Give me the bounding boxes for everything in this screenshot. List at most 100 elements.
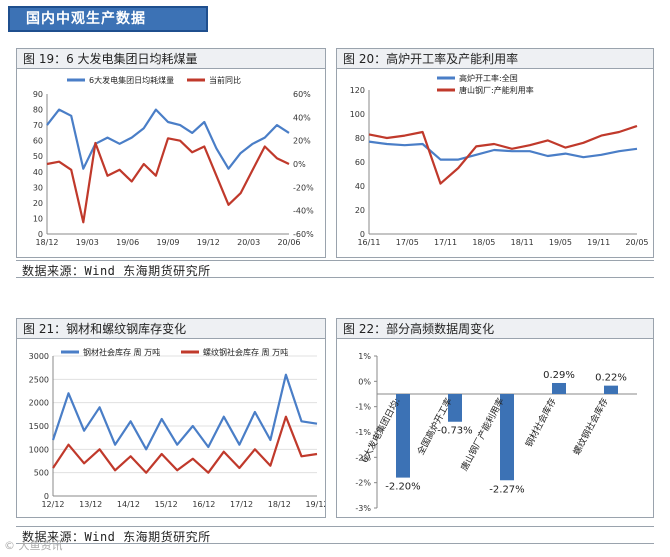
y-tick-label: 80 — [355, 134, 365, 143]
x-tick-label: 18/12 — [268, 500, 291, 509]
y-right-tick-label: 60% — [293, 90, 311, 99]
chart-title: 图 21：钢材和螺纹钢库存变化 — [17, 319, 325, 339]
x-tick-label: 19/11 — [587, 238, 610, 247]
chart-panel-inventory: 图 21：钢材和螺纹钢库存变化 0 500 1000 1500 2000 2500 3000… — [16, 318, 329, 518]
chart-panel-coal: 图 19：6 大发电集团日均耗煤量 0 10 20 30 40 50 60 70 80 90 -60… — [16, 48, 326, 258]
x-tick-label: 20/06 — [277, 238, 300, 247]
data-label: -2.27% — [489, 484, 524, 495]
y-right-tick-label: 0% — [293, 160, 306, 169]
category-label: 螺纹钢社会库存 — [570, 396, 610, 457]
section-header: 国内中观生产数据 — [8, 6, 208, 32]
source-divider — [16, 526, 654, 544]
data-label: 0.22% — [595, 373, 627, 384]
y-tick-label: 500 — [34, 469, 49, 478]
x-tick-label: 19/06 — [116, 238, 139, 247]
furnace-chart-svg: 0 20 40 60 80 100 120 16/11 17/05 17/11 18/05 18/11… — [350, 73, 649, 247]
x-tick-label: 19/03 — [76, 238, 99, 247]
series-line-2 — [52, 415, 318, 474]
y-tick-label: 1500 — [29, 422, 49, 431]
y-tick-label: 0 — [44, 492, 49, 501]
watermark-text: © 大鱼资讯 — [4, 539, 63, 552]
x-tick-label: 19/05 — [549, 238, 572, 247]
y-tick-label: 1% — [358, 352, 371, 361]
y-tick-label: 40 — [355, 182, 365, 191]
x-tick-label: 19/12 — [197, 238, 220, 247]
data-source: 数据来源：Wind 东海期货研究所 — [22, 528, 211, 545]
y-tick-label: -1% — [355, 428, 371, 437]
x-tick-label: 19/12 — [305, 500, 325, 509]
x-tick-label: 18/11 — [511, 238, 534, 247]
bar — [604, 385, 618, 394]
y-tick-label: -1% — [355, 403, 371, 412]
series-line-1 — [51, 373, 318, 451]
y-tick-label: 40 — [33, 168, 43, 177]
weekly-change-chart-svg: 1%0%-1%-1%-2%-2%-3%-2.20%6大发电集团日均: -0.73%… — [355, 352, 637, 513]
y-tick-label: 120 — [350, 86, 365, 95]
y-tick-label: -3% — [355, 504, 371, 513]
chart-title: 图 20：高炉开工率及产能利用率 — [337, 49, 653, 69]
section-title: 国内中观生产数据 — [26, 11, 146, 27]
data-label: -2.20% — [385, 482, 420, 493]
source-text: 数据来源：Wind 东海期货研究所 — [22, 264, 211, 278]
x-tick-label: 15/12 — [155, 500, 178, 509]
y-tick-label: 70 — [33, 121, 43, 130]
y-tick-label: 0% — [358, 377, 371, 386]
x-tick-label: 16/11 — [357, 238, 380, 247]
bar — [500, 394, 514, 481]
y-tick-label: 3000 — [29, 352, 49, 361]
legend-label: 钢材社会库存 周 万吨 — [83, 347, 160, 357]
series-line-2 — [368, 124, 638, 185]
series-line-1 — [46, 108, 290, 170]
legend-label: 高炉开工率:全国 — [459, 73, 518, 83]
y-tick-label: 0 — [38, 230, 43, 239]
y-right-tick-label: -20% — [293, 183, 314, 192]
x-tick-label: 12/12 — [41, 500, 64, 509]
y-tick-label: 0 — [360, 230, 365, 239]
y-right-tick-label: 20% — [293, 137, 311, 146]
y-tick-label: 1000 — [29, 445, 49, 454]
x-tick-label: 17/05 — [396, 238, 419, 247]
chart-panel-weekly-change: 图 22：部分高频数据周变化 1% 0% -1% -1% -2% -2% -3% -2.20%… — [336, 318, 654, 518]
x-tick-label: 14/12 — [117, 500, 140, 509]
x-tick-label: 16/12 — [192, 500, 215, 509]
legend-label: 唐山钢厂:产能利用率 — [459, 85, 534, 95]
x-tick-label: 20/03 — [237, 238, 260, 247]
bar — [552, 382, 566, 394]
x-tick-label: 13/12 — [79, 500, 102, 509]
source-divider — [16, 260, 654, 278]
y-tick-label: 60 — [33, 137, 43, 146]
y-tick-label: 20 — [355, 206, 365, 215]
inventory-chart-svg: 0 500 1000 1500 2000 2500 3000 12/12 13/12 14/12 1… — [29, 347, 329, 509]
legend-label: 6大发电集团日均耗煤量 — [89, 75, 174, 85]
chart-panel-blast-furnace: 图 20：高炉开工率及产能利用率 0 20 40 60 80 100 120 16/11 17/… — [336, 48, 654, 258]
series-line-2 — [46, 137, 290, 224]
watermark: © 大鱼资讯 — [4, 537, 63, 553]
x-tick-label: 18/12 — [35, 238, 58, 247]
legend-label: 当前同比 — [209, 75, 241, 85]
y-tick-label: 50 — [33, 152, 43, 161]
x-tick-label: 17/12 — [230, 500, 253, 509]
y-tick-label: 2500 — [29, 375, 49, 384]
x-tick-label: 18/05 — [472, 238, 495, 247]
x-tick-label: 17/11 — [434, 238, 457, 247]
y-tick-label: 90 — [33, 90, 43, 99]
series-line-1 — [368, 140, 638, 161]
y-tick-label: 60 — [355, 158, 365, 167]
bar — [396, 394, 410, 478]
y-tick-label: -2% — [355, 479, 371, 488]
y-tick-label: 30 — [33, 183, 43, 192]
y-right-tick-label: -60% — [293, 230, 314, 239]
y-tick-label: -2% — [355, 453, 371, 462]
chart-title: 图 19：6 大发电集团日均耗煤量 — [17, 49, 325, 69]
bar — [448, 394, 462, 422]
source-text: 数据来源：Wind 东海期货研究所 — [22, 530, 211, 544]
y-tick-label: 10 — [33, 214, 43, 223]
legend-label: 螺纹钢社会库存 周 万吨 — [203, 347, 288, 357]
data-label: 0.29% — [543, 370, 575, 381]
data-label: -0.73% — [437, 426, 472, 437]
y-right-tick-label: 40% — [293, 113, 311, 122]
x-tick-label: 19/09 — [156, 238, 179, 247]
chart-title: 图 22：部分高频数据周变化 — [337, 319, 653, 339]
y-right-tick-label: -40% — [293, 207, 314, 216]
x-tick-label: 20/05 — [625, 238, 648, 247]
